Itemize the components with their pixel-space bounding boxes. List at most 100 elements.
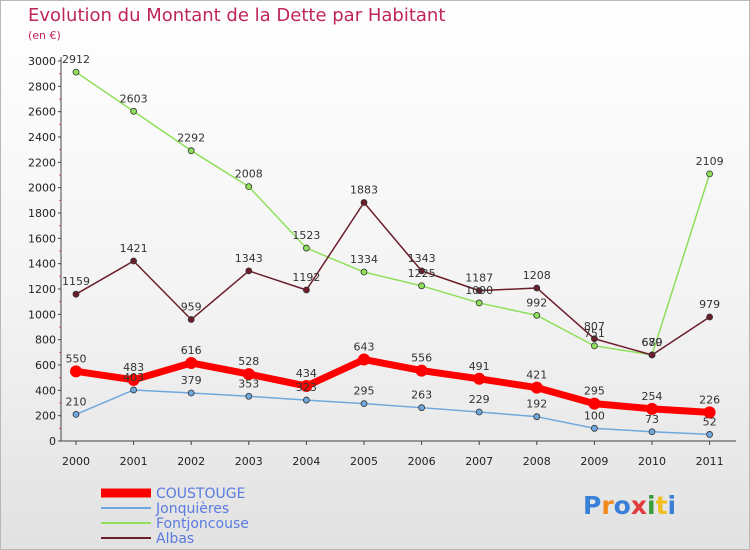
data-point — [127, 373, 140, 386]
data-point — [302, 396, 310, 404]
y-tick-label: 2000 — [28, 182, 56, 195]
data-label: 1090 — [465, 284, 493, 297]
y-tick-label: 400 — [35, 384, 56, 397]
x-tick-label: 2002 — [177, 455, 205, 468]
logo-letter: x — [630, 491, 647, 520]
data-point — [245, 392, 253, 400]
data-label: 421 — [526, 369, 547, 382]
data-point — [242, 368, 255, 381]
data-point — [475, 287, 483, 295]
chart-title: Evolution du Montant de la Dette par Hab… — [28, 5, 446, 26]
data-label: 1883 — [350, 183, 378, 196]
data-label: 2109 — [696, 155, 724, 168]
data-label: 616 — [181, 344, 202, 357]
data-point — [187, 389, 195, 397]
data-label: 1343 — [408, 252, 436, 265]
data-label: 992 — [526, 296, 547, 309]
series-line-2 — [75, 71, 711, 356]
data-point — [648, 428, 656, 436]
data-label: 1187 — [465, 272, 493, 285]
x-tick-label: 2003 — [235, 455, 263, 468]
logo-letter: i — [647, 491, 656, 520]
data-point — [473, 372, 486, 385]
x-tick-label: 2004 — [292, 455, 320, 468]
data-point — [302, 286, 310, 294]
y-tick-label: 1000 — [28, 308, 56, 321]
data-label: 959 — [181, 301, 202, 314]
data-point — [300, 380, 313, 393]
data-label: 2912 — [62, 53, 90, 66]
data-point — [591, 335, 598, 343]
unit-label: (en €) — [28, 29, 61, 42]
x-tick-label: 2000 — [62, 455, 90, 468]
y-tick-label: 800 — [35, 334, 56, 347]
data-label: 100 — [584, 409, 605, 422]
data-label: 434 — [296, 367, 317, 380]
data-label: 1334 — [350, 253, 378, 266]
data-label: 528 — [238, 355, 259, 368]
y-tick-label: 0 — [49, 435, 56, 448]
data-point — [533, 284, 541, 292]
data-point — [72, 290, 80, 298]
y-tick-label: 3000 — [28, 55, 56, 68]
x-tick-label: 2007 — [465, 455, 493, 468]
logo-letter: P — [583, 491, 602, 520]
data-label: 210 — [66, 395, 87, 408]
legend-label: Jonquières — [155, 501, 229, 517]
data-label: 1225 — [408, 267, 436, 280]
data-point — [358, 353, 370, 366]
legend-label: COUSTOUGE — [156, 486, 245, 502]
data-label: 1421 — [120, 242, 148, 255]
data-point — [475, 299, 483, 307]
logo-letter: i — [667, 491, 677, 520]
x-tick-label: 2010 — [638, 455, 666, 468]
data-point — [130, 386, 138, 394]
x-tick-label: 2008 — [523, 455, 551, 468]
x-tick-label: 2005 — [350, 455, 378, 468]
data-label: 2008 — [235, 168, 263, 181]
data-label: 295 — [584, 385, 605, 398]
data-label: 679 — [642, 336, 663, 349]
data-label: 229 — [469, 393, 490, 406]
data-point — [533, 311, 541, 319]
data-label: 52 — [703, 415, 717, 428]
data-point — [706, 313, 713, 321]
data-point — [703, 406, 716, 419]
data-point — [185, 356, 198, 369]
data-label: 1192 — [292, 271, 320, 284]
y-tick-label: 2200 — [28, 156, 56, 169]
series-line-3 — [75, 201, 711, 356]
data-label: 2603 — [120, 92, 148, 105]
data-label: 483 — [123, 361, 144, 374]
logo-letter: r — [601, 491, 614, 520]
data-point — [418, 404, 426, 412]
y-tick-label: 600 — [35, 359, 56, 372]
y-tick-label: 1800 — [28, 207, 56, 220]
data-point — [706, 170, 713, 178]
data-point — [530, 381, 543, 394]
series-line-1 — [75, 389, 710, 436]
legend-label: Fontjoncouse — [156, 516, 249, 532]
series-line-0 — [75, 356, 710, 416]
data-label: 226 — [699, 393, 720, 406]
y-tick-label: 1200 — [28, 283, 56, 296]
data-label: 263 — [411, 389, 432, 402]
logo-letter: t — [655, 491, 668, 520]
proxiti-logo: Proxiti — [583, 491, 676, 520]
data-point — [130, 107, 138, 115]
x-tick-label: 2006 — [408, 455, 436, 468]
data-label: 550 — [66, 352, 87, 365]
data-label: 73 — [645, 413, 659, 426]
data-point — [187, 316, 195, 323]
data-point — [646, 402, 658, 415]
data-label: 254 — [642, 390, 663, 403]
data-label: 379 — [181, 374, 202, 387]
data-label: 353 — [238, 377, 259, 390]
y-tick-label: 200 — [35, 410, 56, 423]
data-point — [706, 431, 713, 438]
data-label: 295 — [354, 385, 375, 398]
logo-letter: o — [613, 491, 631, 520]
data-point — [418, 282, 426, 290]
y-tick-label: 2400 — [28, 131, 56, 144]
